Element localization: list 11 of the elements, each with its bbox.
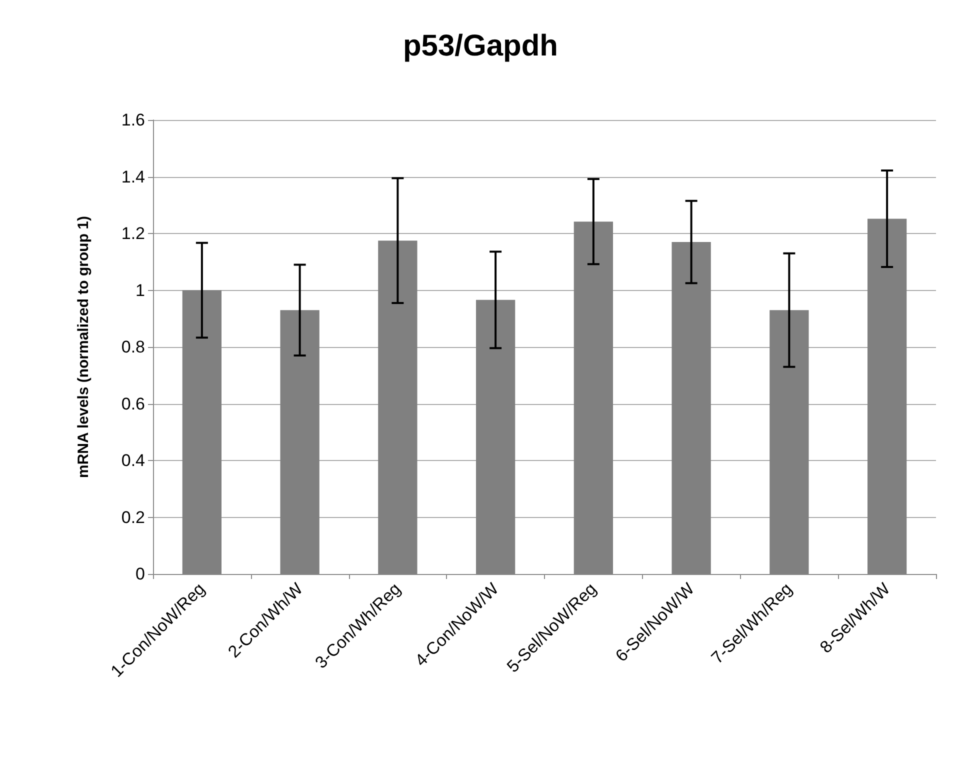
y-tick-label: 0.4: [121, 451, 145, 470]
y-tick-label: 1.2: [121, 224, 145, 243]
y-tick-label: 1: [136, 280, 145, 300]
y-tick-label: 1.4: [121, 167, 145, 186]
y-tick-label: 0.6: [121, 394, 145, 414]
chart-title: p53/Gapdh: [402, 30, 558, 62]
y-axis-title: mRNA levels (normalized to group 1): [75, 216, 92, 478]
y-tick-label: 0.8: [121, 338, 145, 356]
y-tick-label: 0: [136, 564, 145, 584]
y-tick-label: 0.2: [121, 508, 145, 527]
y-tick-label: 1.6: [121, 110, 145, 130]
